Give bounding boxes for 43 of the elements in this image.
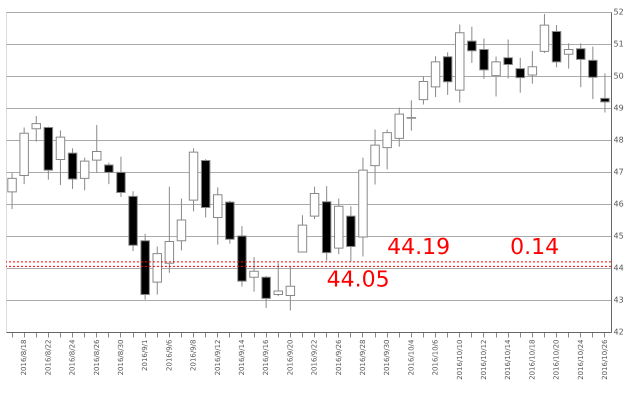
y-tick-label: 44 — [614, 264, 624, 272]
candlestick — [32, 116, 41, 142]
ref-line-label: 44.05 — [326, 267, 390, 292]
candlestick — [274, 262, 283, 297]
candlestick — [176, 198, 186, 251]
candlestick — [56, 130, 66, 186]
y-tick-label: 52 — [614, 8, 624, 16]
y-tick-label: 48 — [614, 136, 624, 144]
candlestick — [164, 186, 174, 274]
y-tick-label: 50 — [614, 72, 624, 80]
candlestick — [467, 26, 477, 64]
candlestick — [92, 124, 102, 174]
candlestick — [249, 256, 259, 292]
candlestick — [600, 72, 610, 113]
annotation: 0.14 — [510, 234, 560, 260]
y-tick-label: 46 — [614, 200, 624, 208]
candlestick — [564, 42, 574, 70]
candlestick — [80, 157, 90, 191]
candlestick — [104, 162, 114, 185]
y-tick-label: 49 — [614, 104, 624, 112]
candlestick — [528, 50, 538, 84]
candlestick — [310, 186, 320, 220]
candlestick — [213, 186, 222, 246]
candlestick — [516, 57, 525, 94]
candlestick — [503, 39, 513, 80]
candlestick — [588, 46, 598, 100]
candlestick — [370, 128, 380, 185]
candlestick — [406, 100, 416, 132]
candlestick — [418, 76, 428, 105]
y-tick-label: 47 — [614, 168, 624, 176]
candlestick — [7, 172, 17, 210]
candlestick — [491, 56, 501, 97]
candlestick — [382, 128, 392, 170]
candlestick — [286, 266, 296, 312]
y-tick-label: 45 — [614, 232, 624, 240]
y-tick-label: 51 — [614, 40, 624, 48]
candlestick — [261, 276, 271, 308]
candlestick — [479, 38, 489, 80]
y-tick-label: 42 — [614, 328, 624, 336]
candlestick — [576, 42, 586, 88]
y-tick-label: 43 — [614, 296, 624, 304]
candlestick — [116, 156, 126, 198]
ref-line-label: 44.19 — [387, 234, 450, 260]
